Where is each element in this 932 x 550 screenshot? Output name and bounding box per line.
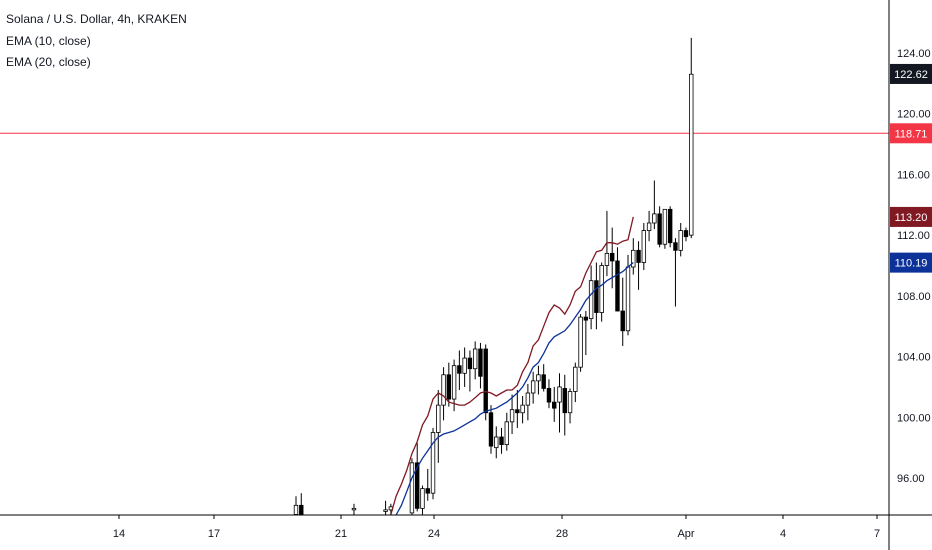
candle-body — [451, 365, 457, 400]
candle-body — [636, 249, 641, 263]
candle-body — [478, 348, 483, 377]
candle-body — [430, 432, 436, 494]
candle-body — [446, 374, 452, 400]
candle-body — [409, 462, 415, 514]
candle-body — [441, 374, 446, 406]
candle-body — [425, 488, 430, 494]
candle-body — [667, 208, 673, 244]
chart-legend: Solana / U.S. Dollar, 4h, KRAKEN EMA (10… — [6, 9, 187, 74]
candle-body — [562, 388, 567, 414]
x-tick-label: 14 — [113, 528, 125, 540]
price-badge-label: 118.71 — [895, 128, 928, 140]
y-tick-label: 112.00 — [897, 230, 930, 242]
y-tick-label: 108.00 — [897, 291, 931, 303]
price-badge — [890, 252, 932, 273]
ema20-line — [395, 262, 634, 516]
legend-ema10[interactable]: EMA (10, close) — [6, 33, 91, 48]
ema10-line — [390, 216, 634, 515]
candle-body — [662, 208, 668, 245]
candle-body — [625, 266, 631, 332]
candle-body — [530, 380, 536, 394]
candle-body — [483, 348, 488, 414]
candle-body — [646, 222, 652, 231]
x-tick-label: 24 — [428, 528, 440, 540]
y-tick-label: 124.00 — [897, 48, 931, 60]
candle-body — [583, 316, 589, 321]
price-badges-layer: 122.62 118.71 113.20 110.19 — [890, 63, 932, 273]
candle-body — [299, 504, 304, 515]
x-tick-label: 17 — [208, 528, 220, 540]
candle-body — [604, 252, 610, 266]
candle-body — [499, 436, 504, 446]
candle-body — [588, 280, 594, 320]
y-tick-label: 116.00 — [897, 169, 930, 181]
candle-body — [415, 462, 420, 509]
candle-body — [631, 249, 636, 268]
candle-body — [515, 409, 520, 414]
candle-body — [689, 73, 694, 236]
candle-body — [509, 409, 515, 423]
candle-body — [567, 391, 573, 414]
candle-body — [541, 374, 546, 389]
candles-layer — [293, 37, 694, 515]
candle-body — [652, 213, 657, 224]
x-tick-label: Apr — [677, 528, 694, 540]
candle-body — [594, 280, 599, 313]
candle-body — [657, 213, 662, 245]
candle-body — [615, 260, 620, 312]
candle-body — [462, 357, 467, 374]
candle-body — [472, 348, 478, 370]
candle-body — [673, 242, 678, 251]
y-tick-label: 120.00 — [897, 109, 931, 121]
y-tick-label: 100.00 — [897, 412, 931, 424]
x-tick-label: 4 — [780, 528, 786, 540]
candle-body — [641, 230, 647, 263]
candle-body — [546, 388, 552, 403]
price-badge-label: 113.20 — [895, 212, 928, 224]
candle-body — [436, 404, 441, 433]
y-tick-label: 104.00 — [897, 352, 931, 364]
price-badge — [890, 63, 932, 84]
candle-body — [683, 230, 689, 238]
candle-body — [620, 310, 625, 332]
candle-body — [578, 316, 583, 368]
price-badge — [890, 123, 932, 144]
legend-ema20[interactable]: EMA (20, close) — [6, 55, 91, 69]
price-badge — [890, 206, 932, 227]
candle-body — [504, 421, 509, 446]
x-tick-label: 21 — [335, 528, 347, 540]
candle-body — [351, 507, 357, 511]
x-tick-label: 7 — [874, 528, 880, 540]
candle-body — [293, 504, 299, 515]
candle-body — [520, 404, 525, 414]
x-tick-label: 28 — [556, 528, 568, 540]
candle-body — [552, 401, 557, 409]
candle-body — [536, 374, 541, 382]
candle-body — [457, 365, 462, 374]
price-badge-label: 110.19 — [895, 258, 928, 270]
candle-body — [488, 412, 494, 447]
y-tick-label: 96.00 — [897, 473, 925, 485]
candle-body — [494, 436, 499, 449]
price-badge-label: 122.62 — [894, 69, 928, 81]
candle-body — [383, 509, 388, 512]
candle-body — [420, 488, 425, 509]
ema-layer — [390, 216, 634, 516]
candle-body — [467, 357, 473, 370]
candle-body — [525, 392, 531, 406]
candle-body — [573, 366, 578, 392]
legend-symbol-title[interactable]: Solana / U.S. Dollar, 4h, KRAKEN — [6, 12, 187, 26]
candle-body — [610, 252, 615, 262]
candle-body — [557, 386, 562, 403]
candle-body — [678, 230, 683, 251]
candle-body — [599, 265, 604, 313]
